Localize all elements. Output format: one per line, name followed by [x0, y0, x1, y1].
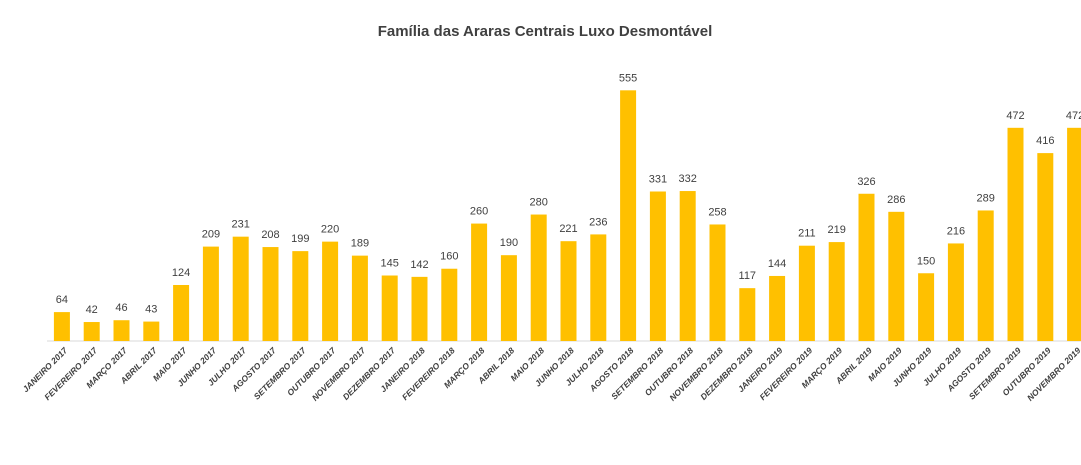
value-label: 555 [619, 72, 637, 84]
value-label: 43 [145, 304, 157, 316]
bar [1007, 127, 1024, 342]
value-label: 326 [857, 176, 875, 188]
value-label: 160 [440, 251, 458, 263]
bar [977, 210, 994, 341]
value-label: 46 [115, 302, 127, 314]
value-label: 472 [1066, 110, 1081, 122]
value-label: 190 [500, 237, 518, 249]
bar [769, 275, 786, 341]
bar [798, 245, 815, 341]
x-tick-label: DEZEMBRO 2018 [698, 345, 755, 402]
bar [1067, 127, 1081, 342]
value-label: 286 [887, 194, 905, 206]
value-label: 220 [321, 224, 339, 236]
x-tick-label: SETEMBRO 2017 [252, 344, 309, 401]
bar [679, 191, 696, 341]
x-tick-label: NOVEMBRO 2019 [1025, 345, 1081, 403]
x-tick-label: NOVEMBRO 2018 [667, 345, 725, 403]
value-label: 145 [381, 258, 399, 270]
x-tick-label: FEVEREIRO 2018 [400, 345, 457, 402]
value-label: 289 [977, 192, 995, 204]
bar [590, 234, 607, 341]
bar [709, 224, 726, 341]
value-label: 332 [679, 173, 697, 185]
value-label: 260 [470, 206, 488, 218]
bar [560, 241, 577, 341]
value-label: 280 [530, 197, 548, 209]
bar [649, 191, 666, 341]
value-label: 199 [291, 233, 309, 245]
bar [173, 284, 190, 341]
value-label: 64 [56, 294, 68, 306]
bar [262, 247, 279, 341]
value-label: 117 [739, 270, 757, 282]
bar [500, 255, 517, 341]
chart-title: Família das Araras Centrais Luxo Desmont… [378, 23, 713, 40]
value-label: 472 [1006, 110, 1024, 122]
value-label: 150 [917, 255, 935, 267]
bar [232, 236, 249, 341]
value-label: 331 [649, 173, 667, 185]
bar [143, 321, 160, 341]
bar [113, 320, 130, 341]
bar [202, 246, 219, 341]
value-label: 142 [410, 259, 428, 271]
bar [828, 242, 845, 341]
value-label: 416 [1036, 135, 1054, 147]
bar [322, 241, 339, 341]
value-label: 124 [172, 267, 190, 279]
bar [411, 276, 428, 341]
value-label: 208 [261, 229, 279, 241]
x-tick-label: FEVEREIRO 2017 [42, 344, 100, 402]
bar [471, 223, 488, 341]
value-label: 216 [947, 225, 965, 237]
bar [1037, 153, 1054, 341]
bar [620, 90, 637, 341]
bar [53, 312, 70, 341]
value-label: 189 [351, 238, 369, 250]
value-label: 258 [708, 206, 726, 218]
value-label: 144 [768, 258, 786, 270]
bar [858, 193, 875, 341]
value-label: 219 [828, 224, 846, 236]
value-label: 42 [86, 304, 98, 316]
x-tick-label: SETEMBRO 2019 [967, 345, 1023, 401]
bar [83, 322, 100, 341]
value-label: 209 [202, 229, 220, 241]
x-tick-label: DEZEMBRO 2017 [341, 344, 398, 401]
value-label: 236 [589, 216, 607, 228]
value-label: 221 [559, 223, 577, 235]
bar [888, 211, 905, 341]
bar [918, 273, 935, 341]
x-tick-label: NOVEMBRO 2017 [310, 344, 368, 402]
value-label: 231 [232, 219, 250, 231]
bar [351, 255, 368, 341]
bar [441, 268, 458, 341]
bar [530, 214, 547, 341]
bar [292, 251, 309, 341]
value-label: 211 [798, 228, 816, 240]
bar [381, 275, 398, 341]
bar [947, 243, 964, 341]
bar [739, 288, 756, 341]
x-tick-label: SETEMBRO 2018 [609, 345, 665, 401]
x-tick-label: FEVEREIRO 2019 [757, 345, 814, 402]
